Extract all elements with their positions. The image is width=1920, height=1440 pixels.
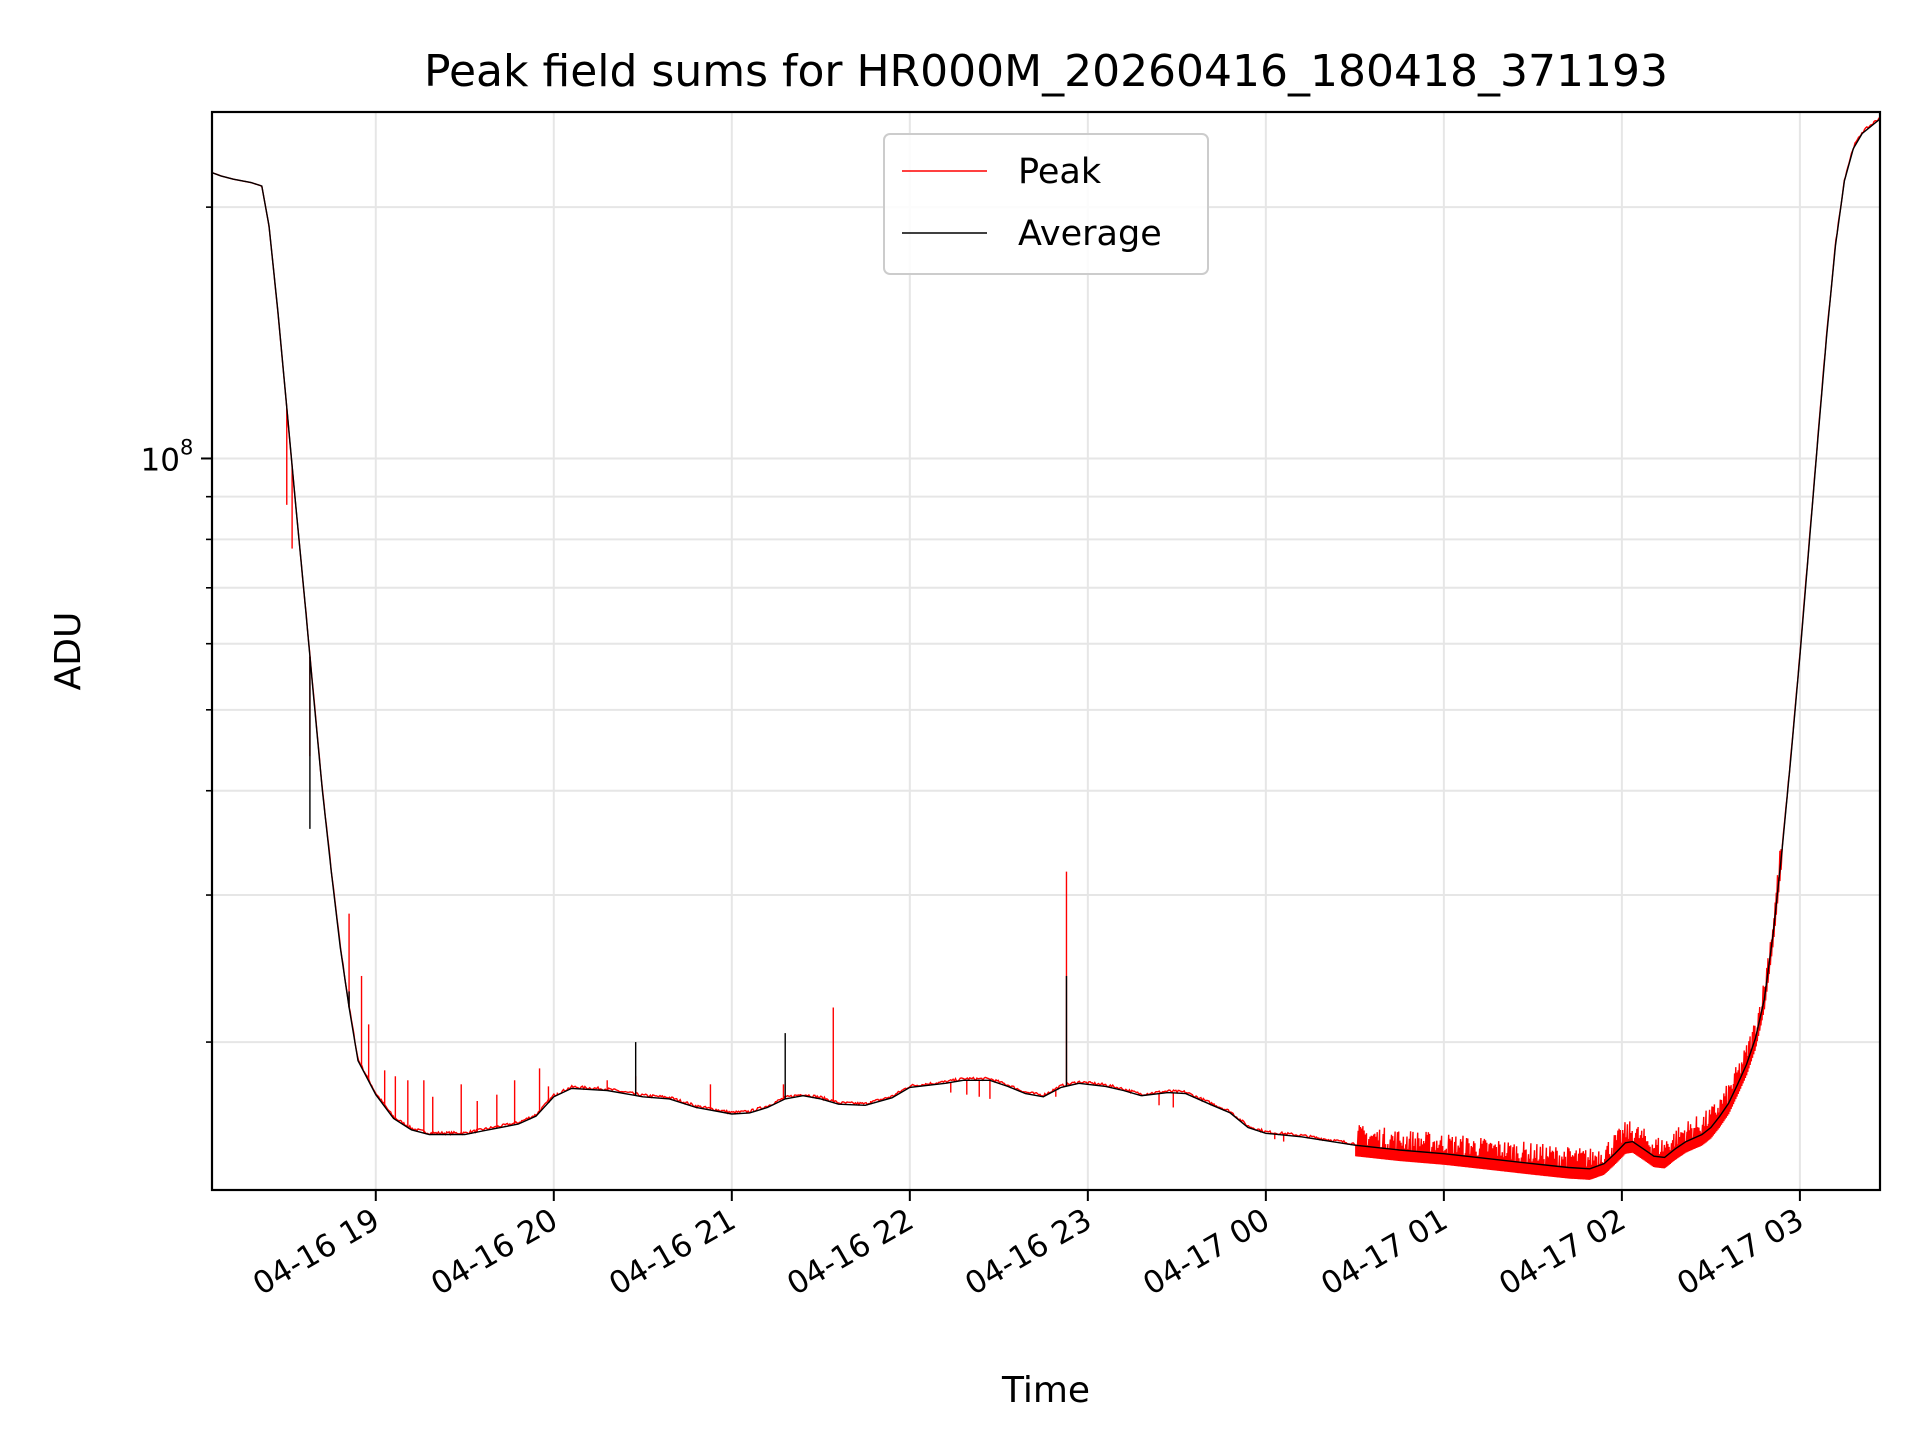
x-tick-label: 04-17 03 <box>1671 1202 1810 1303</box>
y-axis-label: ADU <box>48 612 89 691</box>
x-axis: 04-16 19 04-16 20 04-16 21 04-16 22 04-16 23… <box>247 1190 1810 1303</box>
legend-box <box>883 133 1209 275</box>
x-tick-label: 04-16 20 <box>425 1202 564 1303</box>
series-peak-line <box>212 117 1880 1180</box>
legend-label-average: Average <box>1018 214 1162 254</box>
plot-frame <box>210 110 1882 1192</box>
x-axis-label: Time <box>1001 1370 1090 1411</box>
x-tick-label: 04-16 22 <box>781 1202 920 1303</box>
y-axis: 10 8 <box>141 206 212 1043</box>
y-tick-label-exponent: 8 <box>180 435 193 459</box>
chart-title: Peak field sums for HR000M_20260416_1804… <box>424 46 1668 97</box>
x-tick-label: 04-17 02 <box>1493 1202 1632 1303</box>
x-tick-label: 04-16 21 <box>603 1202 742 1303</box>
legend: Peak Average <box>883 133 1209 275</box>
x-tick-label: 04-17 00 <box>1137 1202 1276 1303</box>
x-tick-label: 04-16 23 <box>959 1202 1098 1303</box>
x-tick-label: 04-16 19 <box>247 1202 386 1303</box>
legend-label-peak: Peak <box>1018 152 1102 192</box>
series-layer <box>212 117 1880 1180</box>
x-tick-label: 04-17 01 <box>1315 1202 1454 1303</box>
series-average-line <box>212 118 1880 1170</box>
y-tick-label: 10 <box>141 442 180 478</box>
